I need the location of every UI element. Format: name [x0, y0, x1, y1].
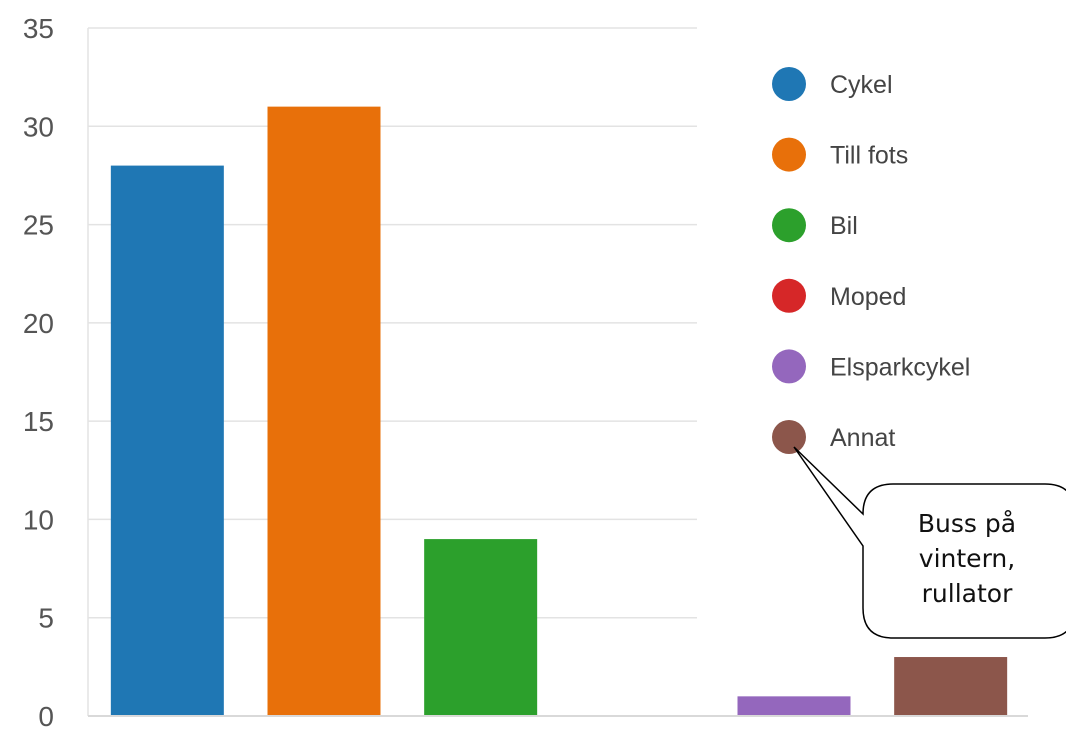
y-axis-ticks: 0 5 10 15 20 25 30 35 — [23, 13, 54, 729]
legend-label: Moped — [830, 283, 906, 311]
legend-label: Till fots — [830, 142, 908, 170]
legend-swatch — [772, 420, 806, 454]
legend: Cykel Till fots Bil Moped Elsparkcykel Annat — [772, 67, 970, 454]
callout-text-line: rullator — [922, 579, 1013, 608]
bar-elsparkcykel — [737, 696, 851, 716]
legend-swatch — [772, 349, 806, 384]
legend-label: Elsparkcykel — [830, 353, 970, 381]
y-tick-label: 20 — [23, 308, 54, 339]
legend-swatch — [772, 208, 806, 243]
callout-text-line: vintern, — [919, 544, 1015, 573]
y-tick-label: 15 — [23, 406, 54, 437]
bar-till-fots — [267, 106, 381, 717]
bar-cykel — [110, 165, 224, 717]
legend-label: Annat — [830, 424, 895, 452]
legend-swatch — [772, 137, 806, 172]
bars — [110, 106, 1008, 717]
legend-swatch — [772, 278, 806, 313]
bar-bil — [424, 539, 538, 716]
legend-label: Cykel — [830, 71, 893, 99]
legend-label: Bil — [830, 212, 858, 240]
y-tick-label: 10 — [23, 504, 54, 535]
y-tick-label: 25 — [23, 210, 54, 241]
y-tick-label: 35 — [23, 13, 54, 44]
bar-annat — [894, 657, 1008, 716]
y-tick-label: 5 — [38, 603, 54, 634]
callout-text-line: Buss på — [918, 509, 1016, 538]
callout: Buss på vintern, rullator — [793, 446, 1066, 639]
legend-swatch — [772, 67, 806, 101]
y-tick-label: 0 — [38, 701, 54, 729]
y-tick-label: 30 — [23, 111, 54, 142]
callout-bubble — [793, 446, 1066, 639]
